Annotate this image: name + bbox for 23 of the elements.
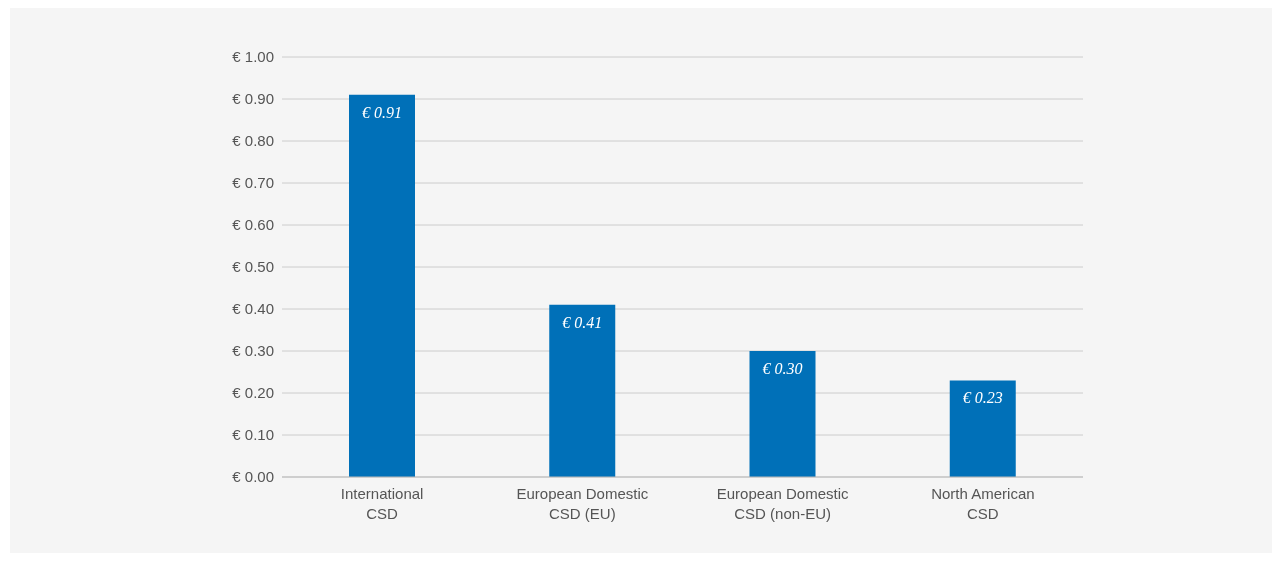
x-tick-label: European Domestic CSD (EU) [516,485,649,522]
x-tick-label: International CSD [340,485,424,522]
y-tick-label: € 0.00 [232,468,274,486]
y-tick-label: € 0.70 [232,174,274,192]
data-label: € 0.23 [962,389,1003,407]
bar [549,304,616,477]
x-tick-label: European Domestic CSD (non-EU) [716,485,849,522]
data-label: € 0.30 [762,360,803,377]
bar [349,94,415,477]
y-tick-label: € 0.80 [232,132,274,150]
y-tick-label: € 0.60 [232,216,274,234]
y-tick-label: € 0.10 [232,426,274,444]
y-tick-label: € 0.30 [232,342,274,360]
x-tick-label: North American CSD [931,485,1035,522]
y-tick-label: € 0.40 [232,300,274,318]
y-tick-label: € 1.00 [232,48,274,66]
y-tick-label: € 0.50 [232,258,274,276]
bar [949,380,1016,477]
y-tick-label: € 0.20 [232,384,274,402]
bar [749,351,816,477]
y-tick-label: € 0.90 [232,90,274,108]
data-label: € 0.41 [562,313,603,331]
data-label: € 0.91 [362,103,402,121]
